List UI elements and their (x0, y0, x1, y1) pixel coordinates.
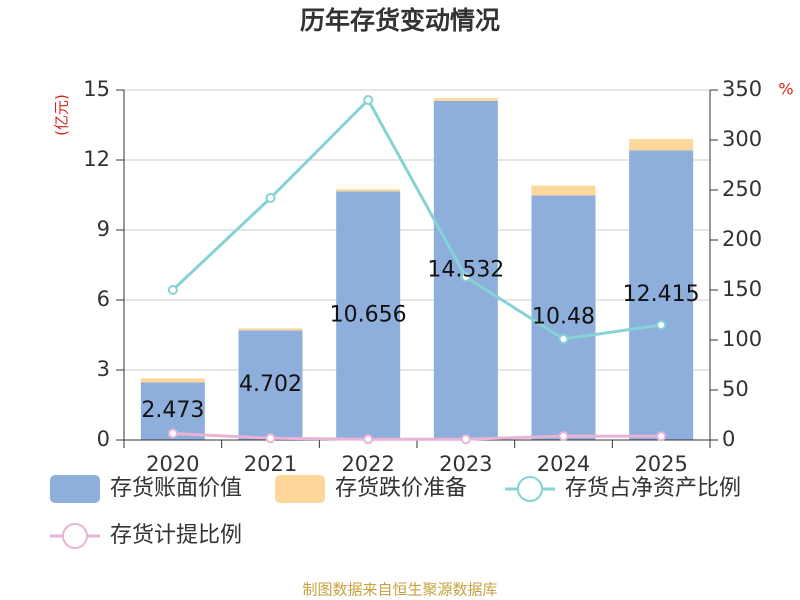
line (171, 97, 662, 341)
source-note: 制图数据来自恒生聚源数据库 (302, 581, 497, 599)
y-tick-label: 6 (97, 287, 110, 311)
data-label: 4.702 (239, 372, 302, 397)
bar (433, 100, 498, 441)
y2-tick-label: 50 (722, 377, 749, 401)
y2-axis-label: % (778, 80, 793, 99)
bar (433, 98, 498, 101)
y2-tick-label: 0 (722, 427, 735, 451)
legend-swatch (275, 475, 325, 503)
legend-label: 存货跌价准备 (335, 476, 467, 501)
y-tick-label: 3 (97, 357, 110, 381)
data-label: 12.415 (623, 282, 700, 307)
legend-label: 存货账面价值 (110, 476, 242, 501)
bar (336, 189, 401, 192)
line-point (558, 334, 569, 344)
bar (336, 191, 401, 440)
bar (238, 328, 303, 331)
line-point (167, 428, 178, 439)
x-tick-label: 2023 (439, 452, 492, 476)
x-tick-label: 2021 (244, 452, 297, 476)
x-tick-label: 2022 (341, 452, 394, 476)
y2-tick-label: 200 (722, 227, 762, 251)
y-tick-label: 9 (97, 217, 110, 241)
y2-tick-label: 300 (722, 127, 762, 151)
y2-tick-label: 150 (722, 277, 762, 301)
x-tick-label: 2020 (146, 452, 199, 476)
bar (629, 150, 694, 441)
line-point (558, 431, 569, 442)
chart-title: 历年存货变动情况 (300, 6, 500, 35)
y-tick-label: 12 (83, 147, 110, 171)
bar (140, 378, 205, 383)
y2-tick-label: 100 (722, 327, 762, 351)
legend-swatch (517, 476, 543, 502)
legend-label: 存货占净资产比例 (565, 476, 741, 501)
legend-swatch (62, 523, 88, 549)
line (172, 432, 662, 441)
data-label: 14.532 (427, 257, 504, 282)
data-label: 10.48 (532, 305, 595, 330)
line-point (265, 433, 276, 444)
legend-label: 存货计提比例 (110, 523, 242, 548)
line-point (363, 95, 374, 105)
line-point (363, 434, 374, 445)
line-point (656, 431, 667, 442)
bar (531, 185, 596, 196)
bar (238, 330, 303, 440)
bar (531, 195, 596, 440)
y-tick-label: 15 (83, 77, 110, 101)
y-tick-label: 0 (97, 427, 110, 451)
line-point (460, 272, 471, 282)
line-point (167, 285, 178, 295)
data-label: 10.656 (330, 303, 407, 328)
y-axis-label: (亿元) (53, 94, 71, 136)
y2-tick-label: 250 (722, 177, 762, 201)
bar (629, 139, 694, 151)
x-tick-label: 2025 (634, 452, 687, 476)
y2-tick-label: 350 (722, 77, 762, 101)
line-point (265, 193, 276, 203)
legend-swatch (50, 475, 100, 503)
line-point (656, 320, 667, 330)
x-tick-label: 2024 (537, 452, 590, 476)
data-label: 2.473 (141, 398, 204, 423)
line-point (460, 434, 471, 445)
